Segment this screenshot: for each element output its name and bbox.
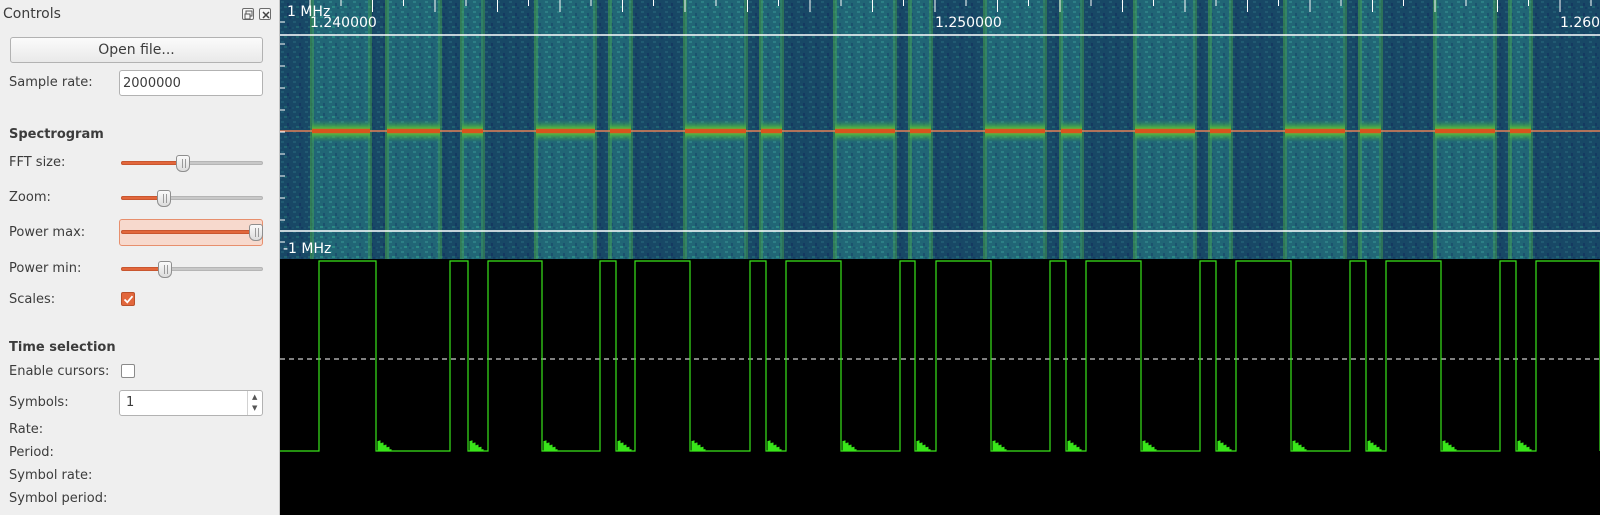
- rate-label: Rate:: [9, 422, 44, 437]
- zoom-slider-handle[interactable]: [156, 190, 171, 207]
- zoom-slider[interactable]: [121, 188, 263, 208]
- frequency-axis-ticks: [280, 21, 285, 243]
- power-min-slider-handle[interactable]: [158, 261, 173, 278]
- fft-size-slider-handle[interactable]: [176, 155, 191, 172]
- freq-bottom-label: -1 MHz: [283, 241, 332, 257]
- scales-label: Scales:: [9, 292, 56, 307]
- power-min-slider[interactable]: [121, 259, 263, 279]
- amplitude-canvas[interactable]: [280, 259, 1600, 515]
- dock-title-bar: Controls: [0, 0, 280, 28]
- time-tick-label: 1.250000: [935, 15, 1002, 31]
- symbol-period-label: Symbol period:: [9, 491, 108, 506]
- spin-down-icon[interactable]: ▼: [252, 404, 258, 412]
- spectrogram-bursts: [280, 120, 1600, 142]
- power-max-slider-handle[interactable]: [248, 224, 263, 241]
- symbols-value: 1: [126, 395, 135, 410]
- spinbox-arrows[interactable]: ▲ ▼: [247, 391, 262, 415]
- sample-rate-input[interactable]: [119, 70, 263, 96]
- scales-checkbox[interactable]: [121, 292, 135, 306]
- amplitude-decay-spikes: [377, 440, 1532, 451]
- symbols-spinbox[interactable]: 1 ▲ ▼: [119, 390, 263, 416]
- open-file-button[interactable]: Open file...: [10, 37, 263, 63]
- power-min-label: Power min:: [9, 261, 82, 276]
- time-selection-heading: Time selection: [9, 340, 116, 355]
- spectrogram-dark-regions: [280, 0, 1600, 259]
- amplitude-plot[interactable]: [280, 259, 1600, 515]
- power-max-label: Power max:: [9, 225, 86, 240]
- time-tick-label: 1.240000: [310, 15, 377, 31]
- spectrogram-view[interactable]: 1 MHz -1 MHz 1.240000 1.250000 1.260000: [280, 0, 1600, 259]
- symbol-rate-label: Symbol rate:: [9, 468, 93, 483]
- time-tick-label: 1.260000: [1560, 15, 1600, 31]
- spin-up-icon[interactable]: ▲: [252, 393, 258, 401]
- controls-dock: Controls Open file... Sample rate: Spect…: [0, 0, 280, 515]
- period-label: Period:: [9, 445, 54, 460]
- sample-rate-label: Sample rate:: [9, 75, 93, 90]
- zoom-label: Zoom:: [9, 190, 51, 205]
- close-icon[interactable]: [259, 8, 271, 20]
- dock-title: Controls: [3, 6, 61, 22]
- fft-size-slider[interactable]: [121, 153, 263, 173]
- enable-cursors-checkbox[interactable]: [121, 364, 135, 378]
- amplitude-trace: [280, 260, 1600, 452]
- time-axis-ticks: [309, 0, 1592, 12]
- power-max-slider[interactable]: [121, 222, 263, 242]
- spectrogram-canvas[interactable]: [280, 0, 1600, 259]
- fft-size-label: FFT size:: [9, 155, 66, 170]
- float-icon[interactable]: [242, 8, 254, 20]
- symbols-label: Symbols:: [9, 395, 69, 410]
- freq-top-label: 1 MHz: [287, 4, 331, 20]
- enable-cursors-label: Enable cursors:: [9, 364, 110, 379]
- spectrogram-heading: Spectrogram: [9, 127, 104, 142]
